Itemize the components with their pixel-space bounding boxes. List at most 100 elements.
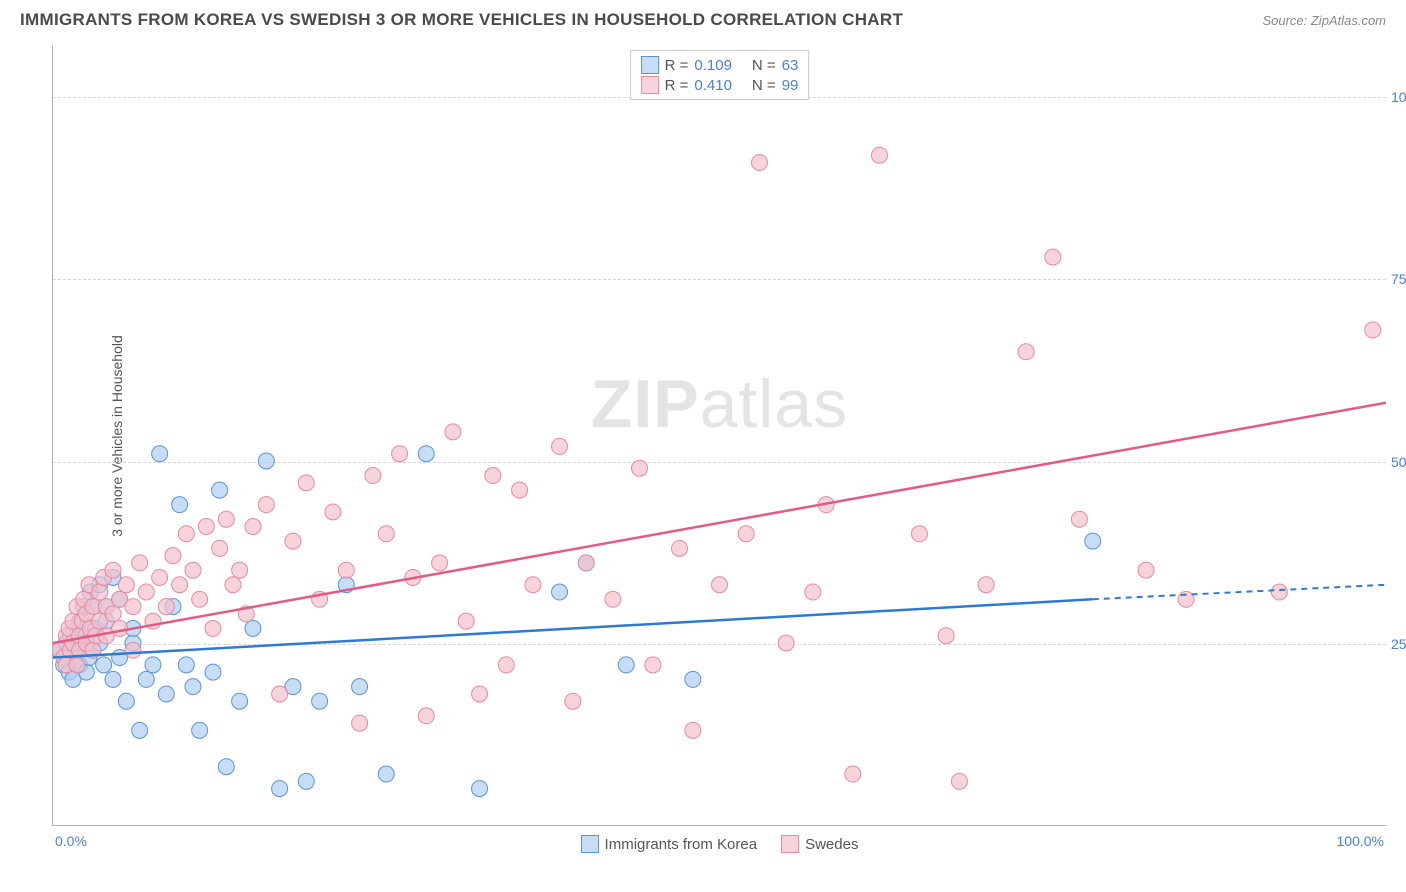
scatter-point-swedes [685,722,701,738]
scatter-point-swedes [645,657,661,673]
scatter-point-swedes [92,584,108,600]
scatter-point-korea [145,657,161,673]
plot-area: ZIPatlas 25.0%50.0%75.0%100.0% R = 0.109… [52,46,1386,826]
scatter-point-swedes [158,599,174,615]
legend-series: Immigrants from Korea Swedes [581,835,859,853]
scatter-point-swedes [605,591,621,607]
scatter-point-swedes [192,591,208,607]
scatter-point-swedes [578,555,594,571]
legend-swatch-korea [641,56,659,74]
scatter-point-korea [132,722,148,738]
scatter-point-swedes [845,766,861,782]
scatter-point-korea [685,671,701,687]
scatter-point-korea [1085,533,1101,549]
scatter-point-korea [298,773,314,789]
scatter-point-swedes [172,577,188,593]
scatter-point-swedes [498,657,514,673]
scatter-point-swedes [69,657,85,673]
scatter-point-swedes [871,147,887,163]
scatter-point-swedes [245,519,261,535]
legend-item-swedes: Swedes [781,835,858,853]
scatter-point-swedes [418,708,434,724]
scatter-point-swedes [472,686,488,702]
scatter-point-swedes [365,468,381,484]
scatter-point-swedes [751,154,767,170]
scatter-point-swedes [105,606,121,622]
y-tick: 25.0% [1391,636,1406,652]
scatter-point-swedes [212,540,228,556]
scatter-point-swedes [1071,511,1087,527]
scatter-point-korea [418,446,434,462]
scatter-point-swedes [1045,249,1061,265]
scatter-point-korea [152,446,168,462]
scatter-point-korea [205,664,221,680]
scatter-point-swedes [805,584,821,600]
scatter-point-korea [272,781,288,797]
chart-title: IMMIGRANTS FROM KOREA VS SWEDISH 3 OR MO… [20,10,903,30]
scatter-point-swedes [118,577,134,593]
legend-label: Swedes [805,836,858,853]
y-tick: 100.0% [1391,89,1406,105]
scatter-point-korea [178,657,194,673]
scatter-point-swedes [205,620,221,636]
scatter-point-swedes [672,540,688,556]
scatter-point-korea [258,453,274,469]
scatter-point-swedes [1018,344,1034,360]
scatter-point-swedes [325,504,341,520]
scatter-point-swedes [552,438,568,454]
scatter-point-swedes [185,562,201,578]
legend-n-label: N = [752,77,776,94]
scatter-point-swedes [485,468,501,484]
scatter-point-swedes [258,497,274,513]
legend-n-value: 99 [782,77,799,94]
scatter-point-swedes [112,620,128,636]
scatter-point-swedes [152,569,168,585]
scatter-point-swedes [392,446,408,462]
scatter-point-swedes [132,555,148,571]
scatter-point-swedes [198,519,214,535]
scatter-point-swedes [165,548,181,564]
scatter-point-korea [105,671,121,687]
legend-stats: R = 0.109 N = 63 R = 0.410 N = 99 [630,50,810,100]
legend-r-label: R = [665,57,689,74]
x-tick-min: 0.0% [55,833,87,849]
scatter-point-korea [232,693,248,709]
trend-line-ext-korea [1093,585,1386,600]
scatter-point-swedes [1365,322,1381,338]
scatter-point-swedes [338,562,354,578]
scatter-point-korea [172,497,188,513]
source-attribution: Source: ZipAtlas.com [1262,13,1386,28]
scatter-point-swedes [512,482,528,498]
scatter-point-swedes [1138,562,1154,578]
scatter-point-swedes [978,577,994,593]
scatter-point-korea [212,482,228,498]
scatter-point-swedes [352,715,368,731]
legend-r-label: R = [665,77,689,94]
scatter-point-swedes [525,577,541,593]
scatter-point-korea [618,657,634,673]
scatter-point-swedes [225,577,241,593]
scatter-point-swedes [712,577,728,593]
scatter-point-swedes [125,599,141,615]
scatter-point-korea [158,686,174,702]
scatter-point-swedes [1271,584,1287,600]
chart-container: 3 or more Vehicles in Household ZIPatlas… [52,46,1386,826]
scatter-point-swedes [951,773,967,789]
legend-swatch-swedes [781,835,799,853]
scatter-point-swedes [298,475,314,491]
y-tick: 50.0% [1391,454,1406,470]
scatter-point-korea [118,693,134,709]
scatter-point-korea [218,759,234,775]
scatter-point-swedes [445,424,461,440]
scatter-point-korea [378,766,394,782]
scatter-point-swedes [738,526,754,542]
scatter-point-swedes [105,562,121,578]
x-tick-max: 100.0% [1337,833,1384,849]
legend-label: Immigrants from Korea [605,836,758,853]
scatter-point-swedes [272,686,288,702]
scatter-point-swedes [285,533,301,549]
scatter-point-korea [138,671,154,687]
legend-stats-row: R = 0.109 N = 63 [641,55,799,75]
scatter-point-swedes [218,511,234,527]
legend-swatch-swedes [641,76,659,94]
